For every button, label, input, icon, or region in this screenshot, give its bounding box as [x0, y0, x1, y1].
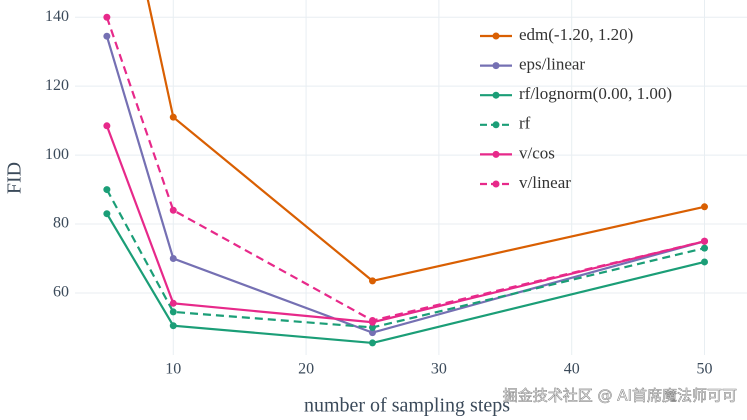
data-point	[103, 186, 111, 194]
watermark: 掘金技术社区 @ AI首席魔法师可可	[503, 387, 737, 405]
data-point	[701, 258, 709, 266]
legend-marker	[492, 62, 500, 70]
y-axis-label: FID	[4, 162, 26, 194]
legend-label: rf	[519, 114, 531, 133]
data-point	[169, 308, 177, 316]
legend-marker	[492, 91, 500, 99]
data-point	[169, 254, 177, 262]
data-point	[701, 244, 709, 252]
legend-label: eps/linear	[519, 55, 585, 74]
x-tick-label: 40	[564, 361, 580, 378]
series-line	[146, 0, 705, 283]
data-point	[103, 210, 111, 218]
legend-label: rf/lognorm(0.00, 1.00)	[519, 84, 672, 103]
data-point	[368, 329, 376, 337]
legend-label: edm(-1.20, 1.20)	[519, 25, 633, 44]
data-point	[368, 317, 376, 325]
data-point	[169, 322, 177, 330]
y-tick-label: 60	[53, 284, 69, 301]
y-tick-label: 100	[45, 146, 69, 163]
data-point	[169, 206, 177, 214]
data-point	[368, 339, 376, 347]
y-tick-label: 140	[45, 8, 69, 25]
y-tick-label: 80	[53, 215, 69, 232]
legend-label: v/cos	[519, 143, 555, 162]
legend-marker	[492, 150, 500, 158]
legend-marker	[492, 121, 500, 129]
series-line	[105, 189, 705, 329]
data-point	[103, 13, 111, 21]
x-tick-label: 20	[298, 361, 314, 378]
data-point	[368, 277, 376, 285]
data-point	[169, 299, 177, 307]
x-axis-label: number of sampling steps	[304, 395, 510, 417]
series-line	[105, 35, 705, 334]
series-group	[103, 0, 709, 347]
legend-marker	[492, 180, 500, 188]
x-tick-label: 50	[697, 361, 713, 378]
legend: edm(-1.20, 1.20) eps/linear rf/lognorm(0.0…	[480, 25, 672, 192]
y-tick-label: 120	[45, 77, 69, 94]
data-point	[169, 113, 177, 121]
x-tick-label: 10	[165, 361, 181, 378]
data-point	[701, 203, 709, 211]
data-point	[368, 323, 376, 331]
x-tick-label: 30	[431, 361, 447, 378]
data-point	[701, 237, 709, 245]
data-point	[103, 32, 111, 40]
series-line	[105, 213, 705, 345]
legend-label: v/linear	[519, 173, 571, 192]
grid	[75, 0, 747, 355]
legend-marker	[492, 32, 500, 40]
data-point	[103, 122, 111, 130]
series-line	[105, 16, 705, 322]
